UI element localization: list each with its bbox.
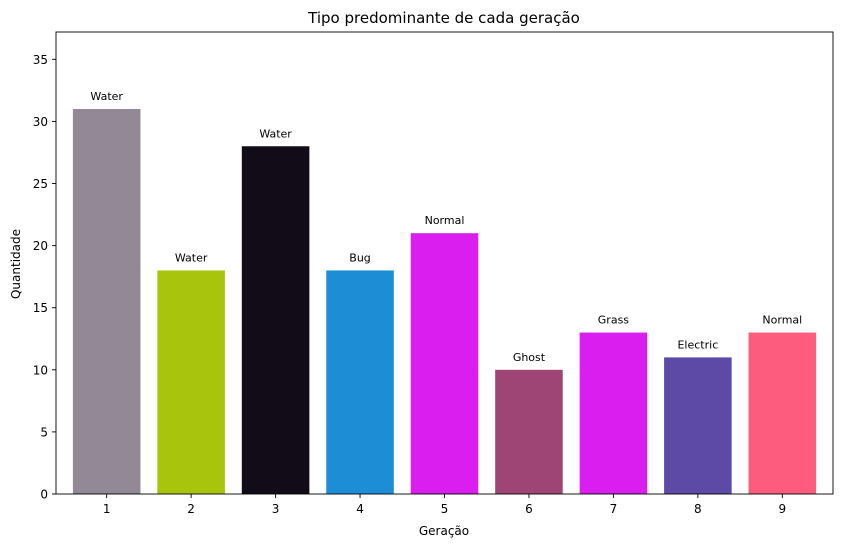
bar-8 [664, 357, 732, 494]
y-tick-label: 25 [33, 177, 48, 191]
bar-label-9: Normal [762, 314, 802, 327]
y-tick-label: 15 [33, 301, 48, 315]
bar-4 [326, 270, 394, 494]
y-tick-label: 35 [33, 53, 48, 67]
bar-6 [495, 369, 563, 494]
bar-label-4: Bug [349, 251, 371, 264]
y-tick-label: 5 [40, 425, 48, 439]
bar-label-8: Electric [677, 338, 718, 351]
x-tick-label: 5 [441, 502, 449, 516]
x-axis-label: Geração [419, 524, 469, 538]
y-tick-label: 10 [33, 363, 48, 377]
bar-5 [410, 233, 479, 494]
bar-1 [72, 109, 141, 494]
x-tick-label: 1 [103, 502, 111, 516]
bar-7 [579, 332, 648, 494]
y-tick-label: 20 [33, 239, 48, 253]
y-tick-label: 0 [40, 488, 48, 502]
x-tick-label: 9 [779, 502, 787, 516]
x-tick-label: 8 [694, 502, 702, 516]
x-tick-label: 7 [610, 502, 618, 516]
bar-label-2: Water [175, 251, 208, 264]
plot-area: Water Water Water Bug Normal Ghost Grass Electr… [33, 31, 834, 516]
bar-label-5: Normal [425, 214, 465, 227]
bar-9 [748, 332, 817, 494]
bar-2 [157, 270, 225, 494]
bar-3 [241, 146, 310, 495]
bar-label-3: Water [259, 127, 292, 140]
y-tick-label: 30 [33, 115, 48, 129]
x-tick-label: 4 [356, 502, 364, 516]
bar-label-7: Grass [598, 314, 630, 327]
x-tick-label: 3 [272, 502, 280, 516]
bar-label-6: Ghost [513, 351, 546, 364]
bar-label-1: Water [90, 90, 123, 103]
x-tick-label: 2 [187, 502, 195, 516]
y-axis-label: Quantidade [9, 229, 23, 299]
chart-title: Tipo predominante de cada geração [307, 9, 580, 27]
x-tick-label: 6 [525, 502, 533, 516]
